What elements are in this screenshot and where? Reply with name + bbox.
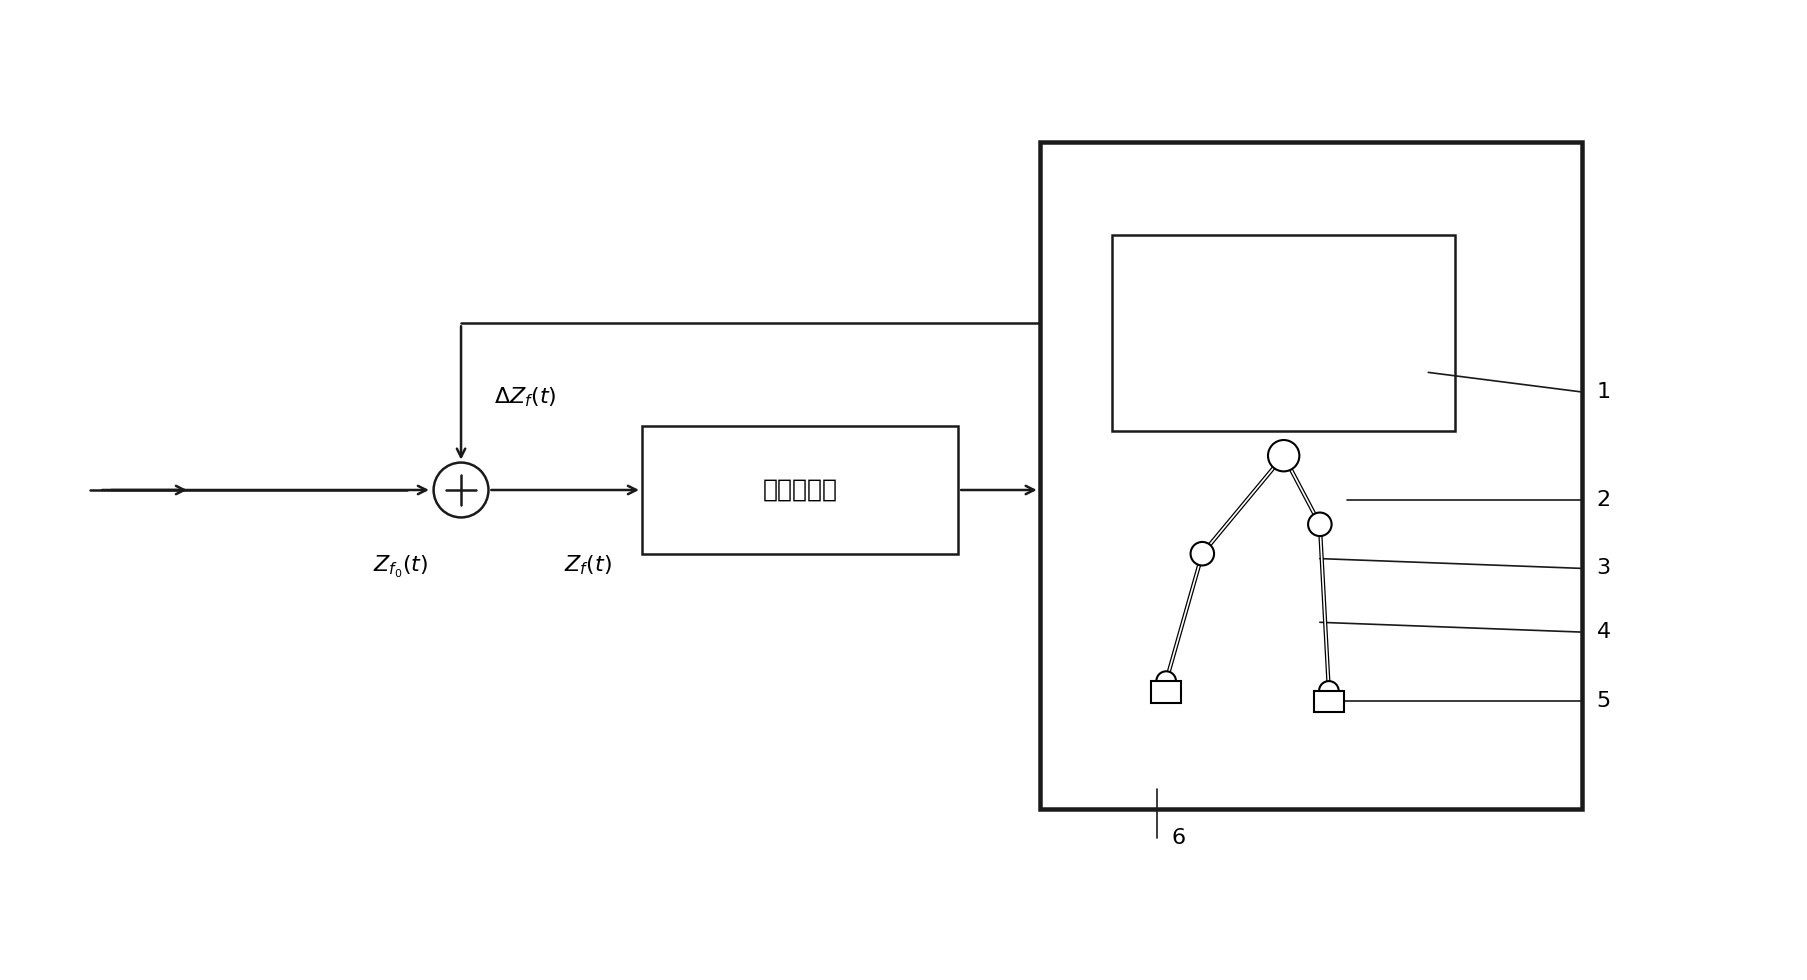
Ellipse shape bbox=[1306, 513, 1332, 536]
Ellipse shape bbox=[1156, 671, 1175, 691]
Bar bbox=[1151, 681, 1180, 703]
Text: $Z_{f_0}(t)$: $Z_{f_0}(t)$ bbox=[374, 554, 428, 580]
Text: 3: 3 bbox=[1596, 559, 1610, 578]
Bar bbox=[1314, 691, 1343, 712]
Text: 2: 2 bbox=[1596, 490, 1610, 510]
Ellipse shape bbox=[1267, 440, 1299, 471]
Text: $Z_f(t)$: $Z_f(t)$ bbox=[564, 554, 611, 577]
Bar bbox=[1039, 142, 1581, 808]
Ellipse shape bbox=[1319, 681, 1337, 701]
Text: 1: 1 bbox=[1596, 382, 1610, 402]
Bar bbox=[1111, 235, 1455, 431]
Ellipse shape bbox=[1189, 542, 1214, 565]
Text: 伺服驱动器: 伺服驱动器 bbox=[763, 478, 837, 502]
Bar bbox=[641, 426, 958, 554]
Text: $\Delta Z_f(t)$: $\Delta Z_f(t)$ bbox=[493, 385, 557, 409]
Text: 4: 4 bbox=[1596, 622, 1610, 642]
Text: 5: 5 bbox=[1596, 691, 1610, 710]
Text: 6: 6 bbox=[1171, 828, 1185, 848]
